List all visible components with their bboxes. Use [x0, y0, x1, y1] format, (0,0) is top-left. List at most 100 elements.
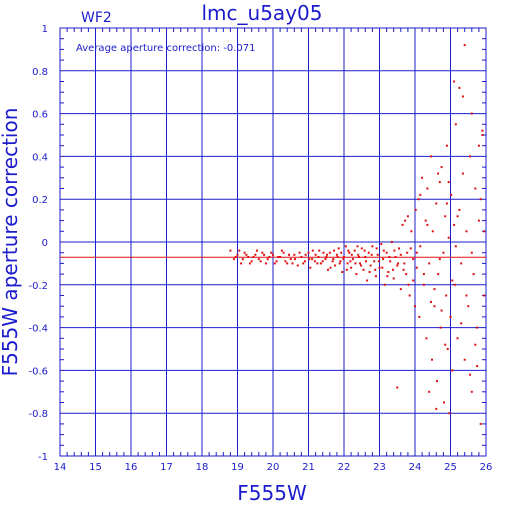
data-point — [284, 260, 287, 263]
data-point — [449, 315, 452, 318]
data-point — [394, 256, 397, 258]
data-point — [463, 358, 466, 361]
data-point — [296, 264, 299, 267]
data-point — [279, 256, 282, 258]
data-point — [404, 219, 407, 222]
data-point — [342, 258, 345, 261]
data-point — [331, 260, 334, 263]
data-point — [280, 249, 283, 252]
data-point — [303, 260, 306, 263]
data-point — [359, 262, 361, 265]
data-point — [445, 202, 448, 205]
data-point — [268, 256, 271, 258]
data-point — [350, 266, 353, 269]
data-point — [317, 256, 320, 258]
data-point — [275, 260, 278, 263]
data-point — [264, 262, 267, 265]
data-point — [318, 249, 321, 252]
data-point — [418, 315, 421, 318]
data-point — [390, 241, 393, 243]
data-point — [435, 202, 438, 205]
data-point — [382, 249, 385, 252]
data-point — [346, 262, 349, 265]
x-tick-label: 23 — [373, 462, 386, 473]
data-point — [392, 268, 394, 271]
data-point — [347, 249, 350, 252]
data-point — [388, 256, 391, 258]
data-point — [448, 412, 451, 415]
y-tick-label: -0.8 — [28, 409, 48, 420]
data-point — [453, 80, 456, 83]
data-point — [270, 251, 273, 254]
data-point — [458, 86, 461, 89]
data-point — [350, 253, 353, 256]
data-point — [357, 256, 360, 258]
data-point — [399, 253, 402, 256]
y-tick-label: 0.6 — [32, 110, 48, 121]
data-point — [438, 181, 441, 184]
data-point — [386, 275, 389, 278]
data-point — [412, 279, 415, 282]
data-point — [463, 44, 466, 47]
data-point — [428, 390, 431, 393]
data-point — [343, 256, 345, 258]
chip-label: WF2 — [81, 10, 112, 26]
data-point — [382, 258, 385, 261]
data-point — [426, 187, 429, 190]
data-point — [341, 271, 344, 273]
data-point — [426, 223, 429, 226]
data-point — [444, 343, 447, 346]
data-point — [435, 407, 438, 410]
data-point — [326, 253, 328, 256]
data-point — [345, 268, 348, 271]
data-point — [403, 262, 406, 265]
data-point — [348, 251, 351, 254]
data-point — [304, 253, 307, 256]
data-point — [465, 294, 468, 297]
x-tick-label: 24 — [409, 462, 422, 473]
data-point — [373, 260, 376, 263]
data-point — [291, 262, 294, 265]
data-point — [232, 258, 235, 261]
data-point — [377, 260, 380, 263]
data-point — [422, 283, 425, 286]
data-point — [481, 129, 484, 132]
data-point — [369, 264, 372, 267]
data-point — [407, 283, 410, 286]
data-point — [469, 155, 471, 158]
data-point — [234, 256, 237, 258]
data-point — [254, 253, 257, 256]
x-tick-label: 16 — [125, 462, 138, 473]
x-tick-label: 26 — [480, 462, 493, 473]
y-tick-label: 1 — [42, 24, 48, 35]
x-tick-label: 15 — [89, 462, 102, 473]
data-point — [364, 256, 367, 258]
data-point — [408, 294, 411, 297]
data-point — [451, 279, 454, 282]
data-point — [238, 249, 241, 252]
data-point — [336, 256, 339, 258]
data-point — [446, 348, 449, 350]
y-tick-label: -1 — [38, 452, 48, 463]
data-point — [422, 273, 425, 276]
data-point — [245, 253, 248, 256]
x-axis-label: F555W — [237, 481, 307, 505]
data-point — [450, 193, 453, 196]
data-point — [424, 219, 427, 222]
data-point — [409, 247, 412, 250]
data-point — [248, 262, 251, 265]
data-point — [438, 258, 441, 261]
data-point — [461, 95, 464, 98]
data-point — [419, 193, 422, 196]
data-point — [447, 236, 450, 239]
x-tick-label: 21 — [302, 462, 315, 473]
data-point — [419, 245, 422, 248]
data-point — [412, 258, 415, 261]
data-point — [277, 256, 280, 258]
data-point — [259, 260, 262, 263]
data-point — [396, 386, 399, 389]
data-point — [483, 230, 486, 233]
data-point — [456, 337, 459, 340]
x-tick-label: 22 — [338, 462, 351, 473]
data-point — [298, 251, 301, 254]
